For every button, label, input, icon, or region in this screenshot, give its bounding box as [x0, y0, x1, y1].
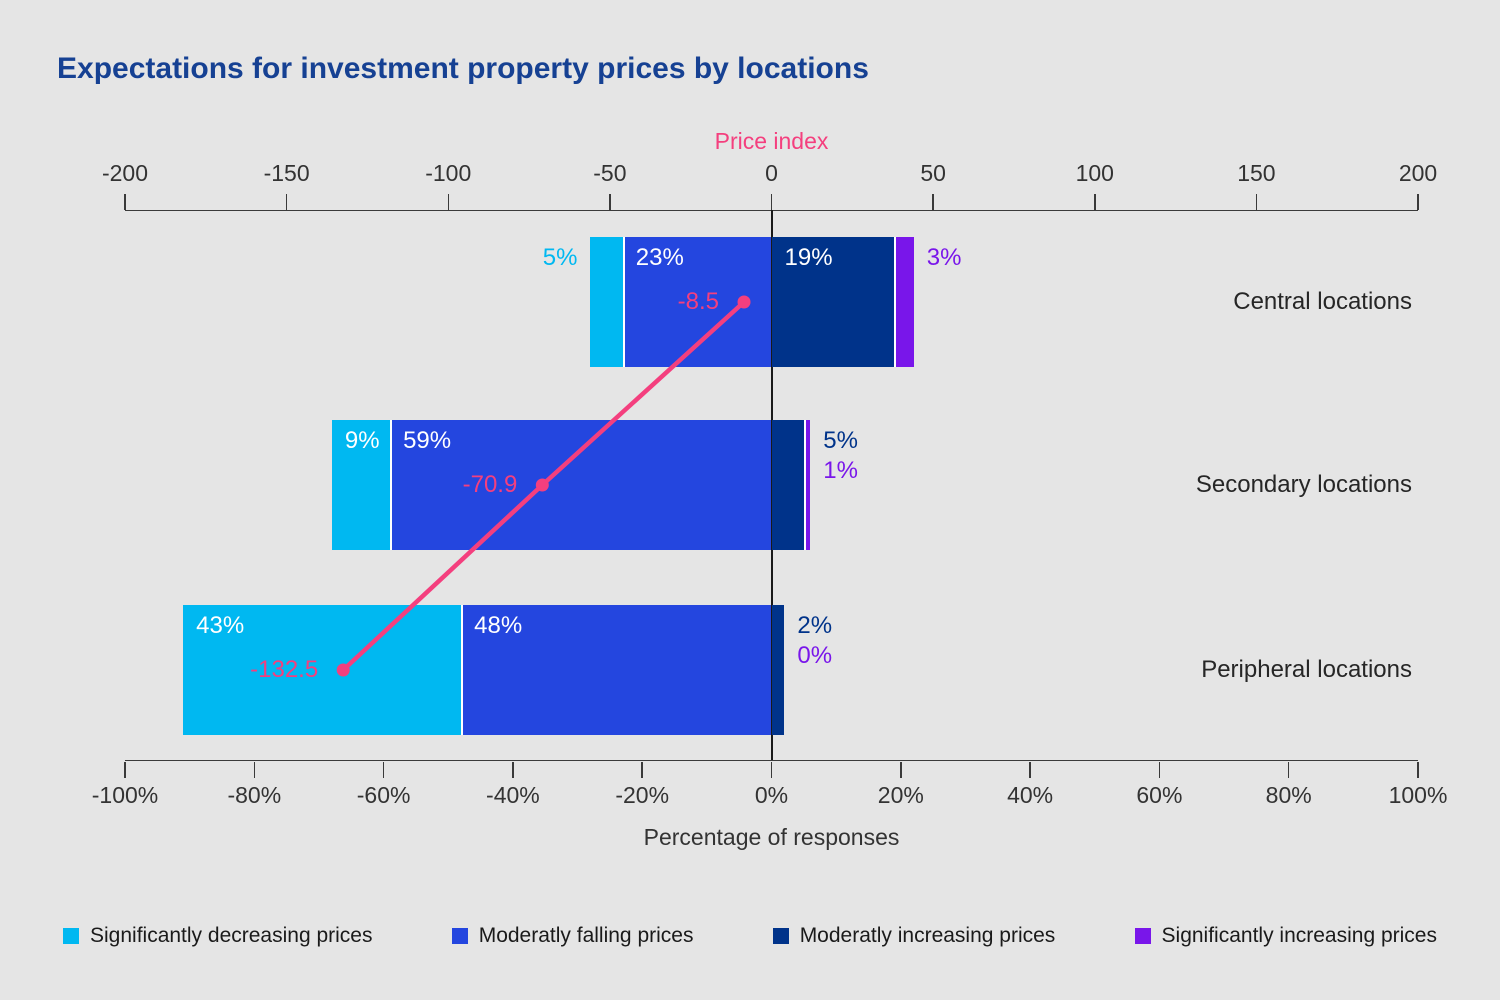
category-label: Central locations: [1233, 288, 1412, 315]
top-axis-tick-label: -100: [425, 160, 472, 186]
top-axis-tick: [1094, 194, 1096, 210]
bottom-axis-tick: [1029, 761, 1031, 778]
bottom-axis-tick-label: -80%: [227, 782, 282, 808]
bar-segment-label: 9%: [344, 427, 380, 454]
category-label: Peripheral locations: [1201, 656, 1412, 683]
chart-title: Expectations for investment property pri…: [57, 52, 869, 85]
bar-segment-label: 23%: [635, 244, 684, 271]
legend-swatch-icon: [451, 928, 468, 944]
legend-label: Moderatly falling prices: [478, 924, 694, 947]
bottom-axis-tick: [1158, 761, 1161, 778]
top-axis-tick-label: 50: [920, 160, 946, 186]
category-label: Secondary locations: [1195, 471, 1412, 498]
bar-segment-moderately_increasing: [771, 420, 804, 550]
bar-segment-significantly_decreasing: [183, 605, 462, 735]
bottom-axis-tick: [253, 761, 256, 778]
legend-label: Significantly decreasing prices: [90, 924, 373, 947]
bottom-axis-tick-label: 0%: [754, 782, 789, 808]
legend-swatch-icon: [63, 928, 79, 944]
price-index-value-label: -8.5: [677, 288, 720, 315]
bar-segment-significantly_increasing: [894, 237, 914, 367]
price-index-value-label: -132.5: [250, 656, 319, 683]
bottom-axis-tick: [641, 761, 643, 778]
bottom-axis-tick-label: -100%: [91, 782, 159, 808]
percentage-axis-title: Percentage of responses: [643, 824, 900, 850]
price-index-point: [535, 478, 549, 492]
bar-segment-moderately_falling: [390, 420, 772, 550]
top-axis-tick: [770, 194, 773, 210]
top-axis-tick: [447, 194, 449, 210]
legend-swatch-icon: [772, 928, 789, 944]
top-axis-tick-label: 200: [1398, 160, 1438, 186]
top-axis-tick-label: -50: [593, 160, 627, 186]
bar-segment-moderately_falling: [461, 605, 772, 735]
bar-segment-label: 59%: [403, 427, 452, 454]
bottom-axis-tick: [770, 761, 773, 778]
top-axis-tick: [932, 194, 934, 210]
top-axis-tick-label: 100: [1075, 160, 1114, 186]
bottom-axis-tick-label: 100%: [1388, 782, 1448, 808]
top-axis-tick-label: 150: [1237, 160, 1276, 186]
bar-segment-label: 5%: [823, 427, 858, 454]
top-axis-tick-label: -200: [101, 160, 149, 186]
legend-item-significantly_decreasing: Significantly decreasing prices: [63, 924, 372, 948]
bar-segment-label: 3%: [926, 244, 962, 271]
top-axis-tick: [124, 194, 126, 210]
bottom-axis-tick-label: 20%: [877, 782, 924, 808]
legend-label: Moderatly increasing prices: [799, 924, 1056, 947]
price-index-axis-title: Price index: [714, 128, 829, 154]
price-index-value-label: -70.9: [462, 471, 518, 498]
bar-segment-label: 5%: [542, 244, 578, 271]
price-index-point: [336, 663, 350, 677]
bar-segment-moderately_increasing: [771, 605, 785, 735]
top-axis-tick-label: -150: [263, 160, 310, 186]
bottom-axis-tick-label: -40%: [486, 782, 540, 808]
top-axis-tick-label: 0: [765, 160, 778, 186]
bottom-axis-tick-label: 60%: [1136, 782, 1183, 808]
bar-segment-significantly_increasing: [803, 420, 811, 550]
top-axis-tick: [1417, 194, 1419, 210]
top-axis-tick: [609, 194, 611, 210]
bottom-axis-tick: [382, 761, 385, 778]
bottom-axis-tick-label: 40%: [1007, 782, 1054, 808]
bar-segment-label: 48%: [474, 612, 523, 639]
bar-segment-label: 43%: [196, 612, 245, 639]
bar-segment-label: 2%: [797, 612, 833, 639]
bottom-axis-tick: [1287, 761, 1290, 778]
bottom-axis-tick-label: -60%: [356, 782, 411, 808]
bottom-axis-tick-label: -20%: [615, 782, 670, 808]
top-axis-tick: [1255, 194, 1258, 210]
top-axis-tick: [285, 194, 288, 210]
legend-item-moderately_increasing: Moderatly increasing prices: [772, 924, 1056, 948]
legend-item-significantly_increasing: Significantly increasing prices: [1134, 924, 1437, 948]
bottom-axis-tick: [124, 761, 126, 778]
bar-segment-label: 19%: [784, 244, 833, 271]
bar-segment-moderately_increasing: [771, 237, 895, 367]
bottom-axis-tick: [900, 761, 902, 778]
bar-segment-significantly_decreasing: [590, 237, 623, 367]
legend-label: Significantly increasing prices: [1161, 924, 1437, 947]
legend-swatch-icon: [1134, 928, 1151, 944]
bottom-axis-tick: [512, 761, 514, 778]
bottom-axis-tick: [1417, 761, 1419, 778]
bar-segment-significantly_decreasing: [331, 420, 391, 550]
bar-segment-label: 1%: [823, 457, 858, 484]
bottom-axis-line: [125, 760, 1418, 761]
bar-segment-label: 0%: [797, 642, 833, 669]
bottom-axis-tick-label: 80%: [1265, 782, 1312, 808]
legend: Significantly decreasing prices Moderatly…: [63, 924, 1437, 948]
price-index-point: [737, 295, 751, 309]
legend-item-moderately_falling: Moderatly falling prices: [451, 924, 694, 948]
